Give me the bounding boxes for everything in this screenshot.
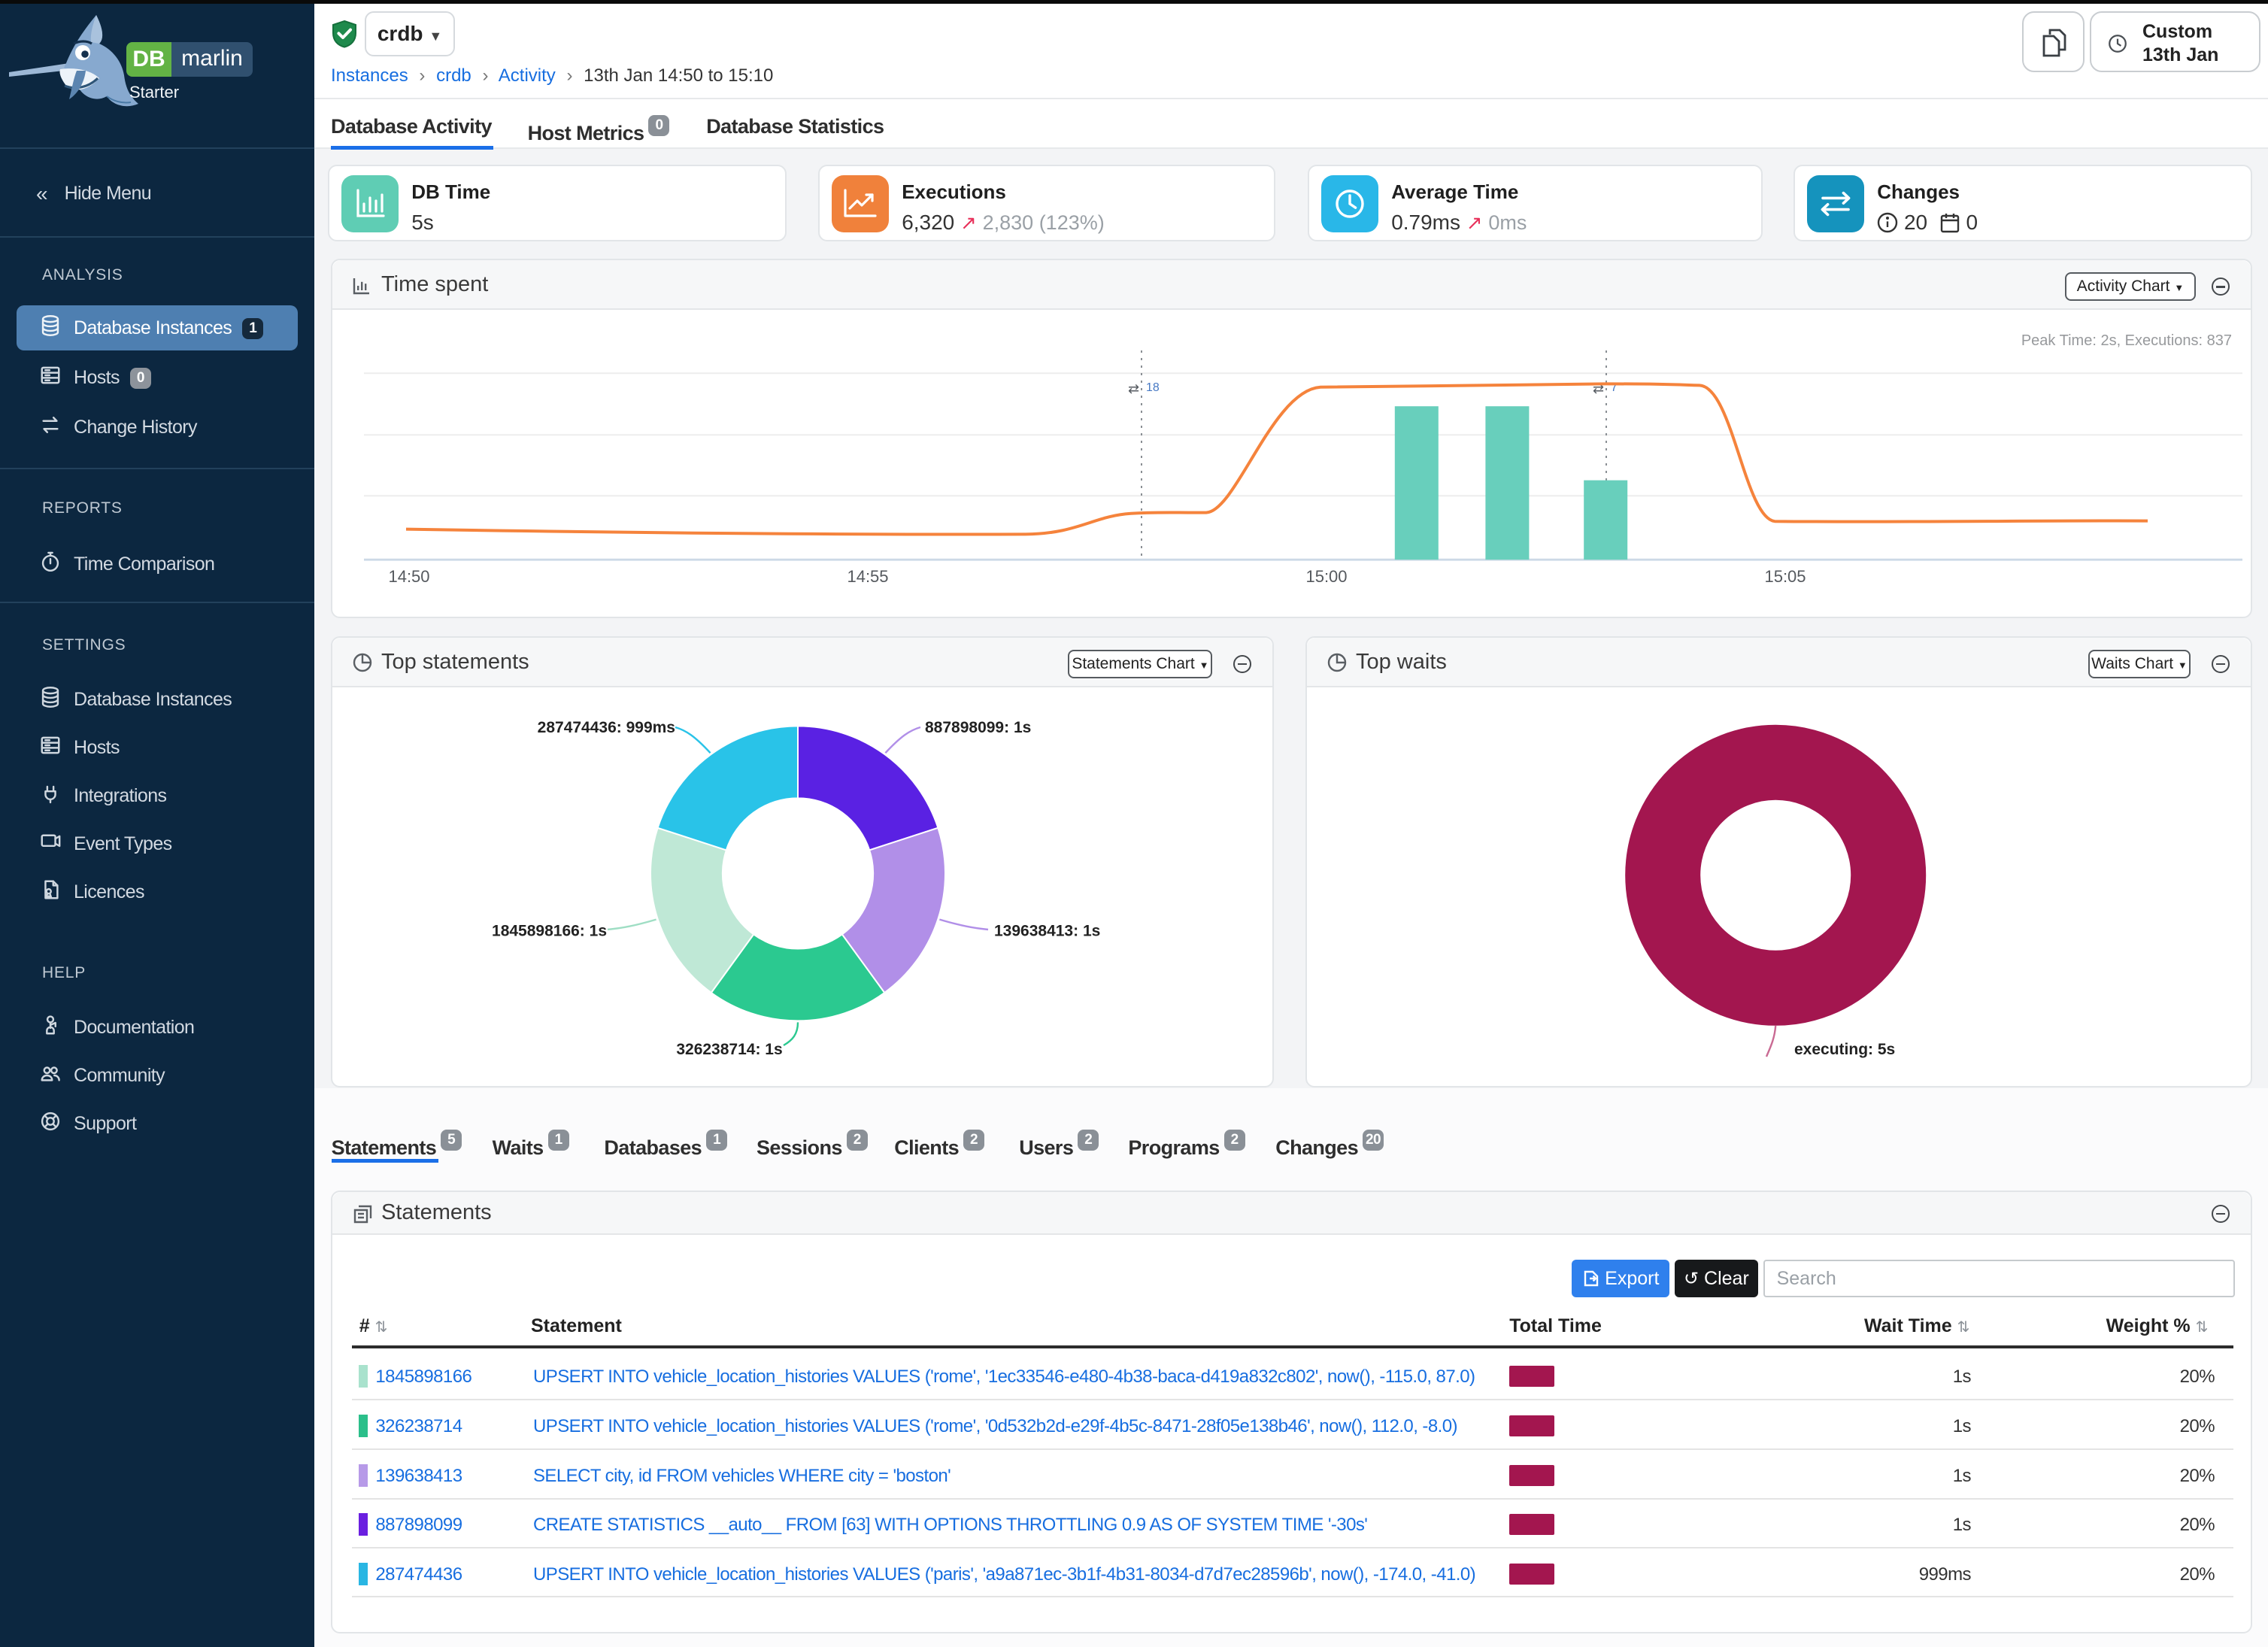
svg-text:15:00: 15:00 <box>1305 567 1347 586</box>
svg-text:139638413: 1s: 139638413: 1s <box>994 923 1100 940</box>
svg-text:1845898166: 1s: 1845898166: 1s <box>492 923 607 940</box>
svg-text:executing: 5s: executing: 5s <box>1794 1041 1895 1058</box>
svg-text:⇄: ⇄ <box>1128 381 1139 396</box>
svg-text:14:55: 14:55 <box>847 567 888 586</box>
svg-text:326238714: 1s: 326238714: 1s <box>676 1041 782 1058</box>
svg-text:Peak Time: 2s, Executions: 837: Peak Time: 2s, Executions: 837 <box>2021 332 2232 349</box>
svg-text:14:50: 14:50 <box>388 567 429 586</box>
svg-text:15:05: 15:05 <box>1764 567 1806 586</box>
svg-text:887898099: 1s: 887898099: 1s <box>925 719 1031 736</box>
svg-text:7: 7 <box>1611 381 1618 394</box>
svg-text:18: 18 <box>1146 381 1160 394</box>
svg-text:287474436: 999ms: 287474436: 999ms <box>537 719 675 736</box>
